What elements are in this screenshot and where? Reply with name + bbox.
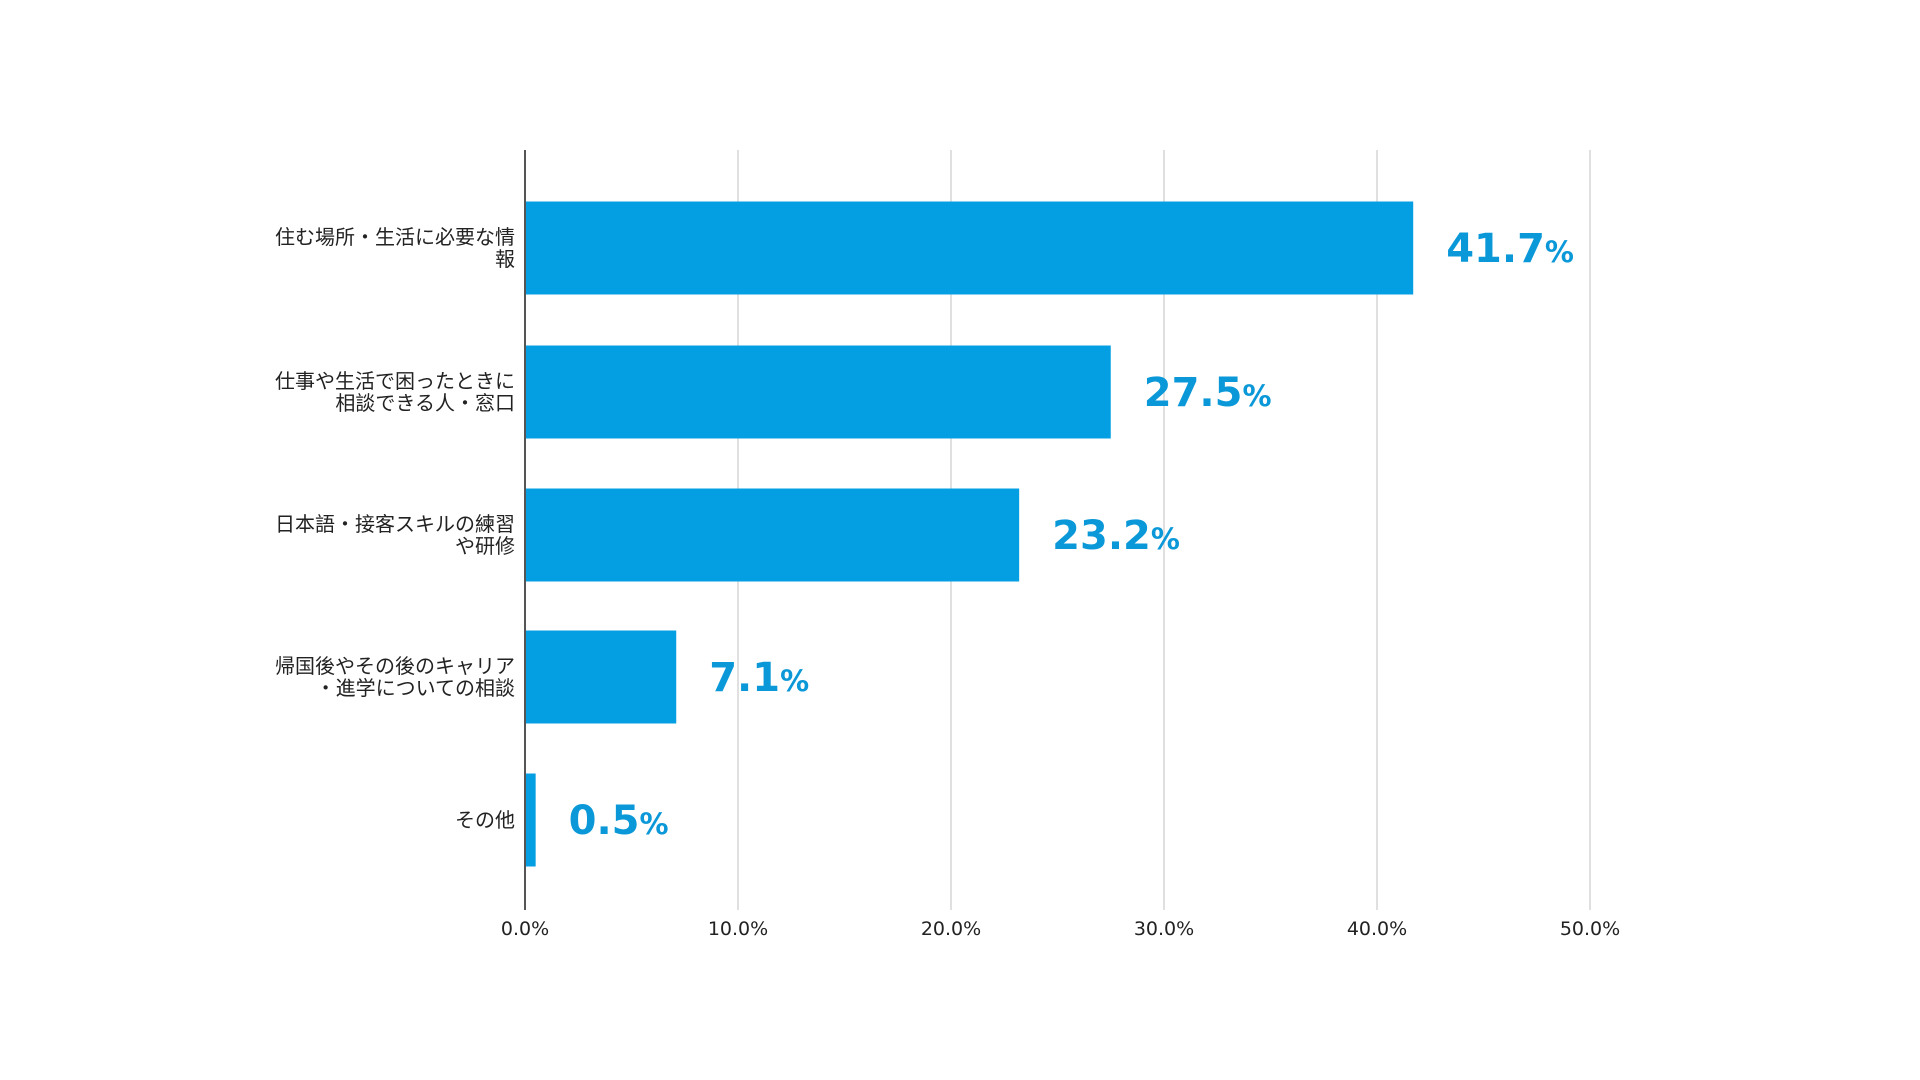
data-label: 27.5% xyxy=(1144,370,1272,416)
data-label-value: 27.5 xyxy=(1144,370,1243,416)
x-tick-label: 50.0% xyxy=(1560,918,1620,940)
bars xyxy=(525,201,1414,867)
category-label: 相談できる人・窓口 xyxy=(335,391,515,415)
x-tick-label: 40.0% xyxy=(1347,918,1407,940)
data-label-value: 23.2 xyxy=(1052,513,1151,559)
category-label: 報 xyxy=(495,247,515,271)
data-label-unit: % xyxy=(780,664,809,698)
category-label: ・進学についての相談 xyxy=(316,676,515,700)
data-label-unit: % xyxy=(1151,522,1180,556)
data-label: 23.2% xyxy=(1052,513,1180,559)
category-label: その他 xyxy=(455,808,515,832)
data-label: 0.5% xyxy=(569,798,669,844)
x-tick-label: 30.0% xyxy=(1134,918,1194,940)
category-label: 仕事や生活で困ったときに xyxy=(275,369,515,393)
category-labels: 住む場所・生活に必要な情報仕事や生活で困ったときに相談できる人・窓口日本語・接客… xyxy=(275,225,515,832)
data-label-value: 41.7 xyxy=(1446,226,1545,272)
data-label-unit: % xyxy=(1545,235,1574,269)
data-label-unit: % xyxy=(1242,379,1271,413)
value-labels: 41.7%27.5%23.2%7.1%0.5% xyxy=(569,226,1574,844)
category-label: 帰国後やその後のキャリア xyxy=(275,654,515,678)
bar xyxy=(525,630,677,724)
data-label: 41.7% xyxy=(1446,226,1574,272)
x-tick-label: 10.0% xyxy=(708,918,768,940)
category-label: 日本語・接客スキルの練習 xyxy=(275,512,515,536)
category-label: や研修 xyxy=(455,534,515,558)
bar xyxy=(525,488,1020,582)
data-label-value: 0.5 xyxy=(569,798,640,844)
data-label: 7.1% xyxy=(709,655,809,701)
x-tick-label: 20.0% xyxy=(921,918,981,940)
x-axis-tick-labels: 0.0% 10.0% 20.0% 30.0% 40.0% 50.0% xyxy=(501,918,1620,940)
category-label: 住む場所・生活に必要な情 xyxy=(275,225,515,249)
data-label-unit: % xyxy=(640,807,669,841)
bar xyxy=(525,201,1414,295)
data-label-value: 7.1 xyxy=(709,655,780,701)
x-tick-label: 0.0% xyxy=(501,918,549,940)
bar xyxy=(525,773,536,867)
bar xyxy=(525,345,1111,439)
